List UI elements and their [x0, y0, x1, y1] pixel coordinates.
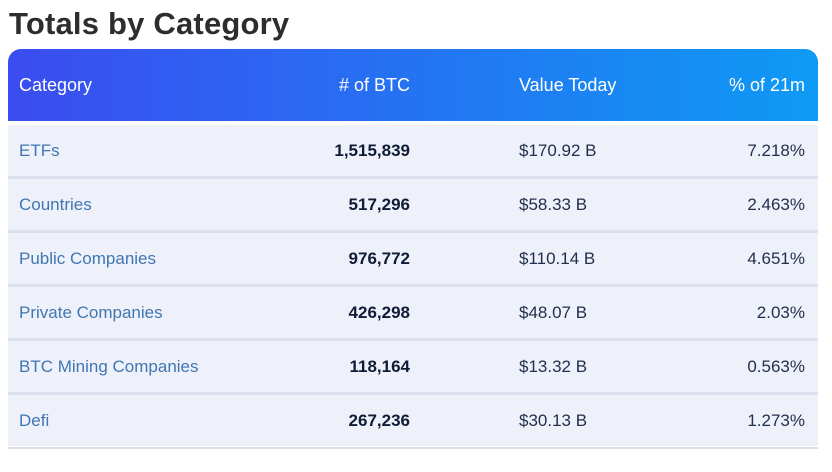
pct-of-21m-cell: 7.218% — [747, 140, 805, 160]
value-today-cell: $170.92 B — [519, 140, 597, 160]
table-row: Public Companies 976,772 $110.14 B 4.651% — [8, 233, 818, 284]
category-link[interactable]: Countries — [19, 194, 92, 214]
pct-of-21m-cell: 0.563% — [747, 356, 805, 376]
column-header-value: Value Today — [519, 74, 617, 95]
table-bottom-divider — [8, 447, 818, 449]
table-row: ETFs 1,515,839 $170.92 B 7.218% — [8, 125, 818, 176]
totals-by-category-table: Category # of BTC Value Today % of 21m E… — [8, 49, 818, 449]
table-body: ETFs 1,515,839 $170.92 B 7.218% Countries 517… — [8, 125, 818, 446]
btc-amount-cell: 118,164 — [349, 356, 410, 376]
value-today-cell: $30.13 B — [519, 410, 588, 430]
value-today-cell: $13.32 B — [519, 356, 588, 376]
page-title: Totals by Category — [9, 6, 290, 41]
column-header-category: Category — [19, 74, 93, 95]
category-link[interactable]: BTC Mining Companies — [19, 356, 199, 376]
column-header-pct: % of 21m — [728, 74, 805, 95]
table-header-row: Category # of BTC Value Today % of 21m — [8, 49, 818, 121]
btc-amount-cell: 976,772 — [348, 248, 410, 268]
table-row: Defi 267,236 $30.13 B 1.273% — [8, 395, 818, 446]
pct-of-21m-cell: 1.273% — [747, 410, 805, 430]
table-row: Private Companies 426,298 $48.07 B 2.03% — [8, 287, 818, 338]
category-link[interactable]: Defi — [19, 410, 50, 430]
table-row: BTC Mining Companies 118,164 $13.32 B 0.563… — [8, 341, 818, 392]
page: Totals by Category Category # of BTC Val… — [0, 4, 832, 472]
category-link[interactable]: Private Companies — [19, 302, 163, 322]
btc-amount-cell: 267,236 — [348, 410, 410, 430]
category-link[interactable]: Public Companies — [19, 248, 157, 268]
btc-amount-cell: 426,298 — [348, 302, 410, 322]
value-today-cell: $58.33 B — [519, 194, 588, 214]
category-link[interactable]: ETFs — [19, 140, 60, 160]
value-today-cell: $110.14 B — [519, 248, 596, 268]
table-row: Countries 517,296 $58.33 B 2.463% — [8, 179, 818, 230]
value-today-cell: $48.07 B — [519, 302, 588, 322]
column-header-btc: # of BTC — [338, 74, 410, 95]
pct-of-21m-cell: 2.463% — [747, 194, 805, 214]
btc-amount-cell: 1,515,839 — [334, 140, 410, 160]
btc-amount-cell: 517,296 — [348, 194, 410, 214]
pct-of-21m-cell: 2.03% — [756, 302, 805, 322]
pct-of-21m-cell: 4.651% — [747, 248, 805, 268]
